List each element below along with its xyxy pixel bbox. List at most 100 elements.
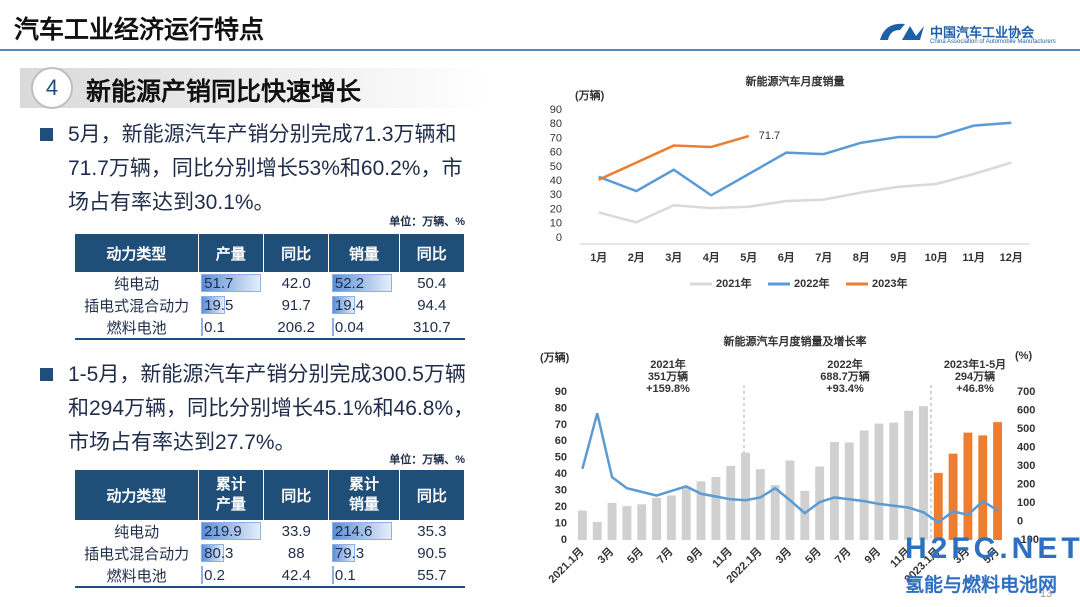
cell: 0.2 (198, 564, 264, 588)
y-unit: (万辆) (540, 350, 570, 364)
bar (859, 430, 869, 540)
header-text: 产量 (215, 245, 246, 263)
row: 纯电动 51.7 42.0 52.2 50.4 (75, 272, 465, 294)
table: 动力类型 累计产量 同比 累计销量 同比 纯电动 219.9 33.9 214.6 35.3 插电式… (75, 470, 466, 588)
header-cell: 同比 (263, 234, 330, 272)
cell-text: 42.0 (281, 274, 311, 292)
cell-text: 0.1 (204, 318, 225, 336)
cell-text: 214.6 (334, 522, 373, 540)
logo (880, 23, 924, 40)
header-text: 销量 (348, 245, 379, 263)
cell-text: 80.3 (204, 544, 234, 562)
cell: 90.5 (399, 542, 464, 564)
x-tick-label: 3月 (595, 545, 616, 566)
table: 动力类型 产量 同比 销量 同比 纯电动 51.7 42.0 52.2 50.4 插电式混合动力 19… (75, 234, 466, 340)
bar (592, 521, 602, 540)
cell-text: 310.7 (413, 318, 451, 336)
x-tick-label: 9月 (862, 545, 883, 566)
cell-text: 33.9 (281, 522, 311, 540)
cell-text: 52.2 (334, 274, 365, 292)
section-number: 4 (45, 75, 59, 100)
cell-text: 插电式混合动力 (84, 545, 190, 563)
row: 燃料电池 0.2 42.4 0.1 55.7 (75, 564, 465, 588)
data-bar (201, 544, 225, 562)
cell: 42.0 (263, 272, 328, 294)
chart-title: 新能源汽车月度销量 (746, 74, 845, 88)
x-tick-label: 2月 (628, 251, 645, 264)
cell-text: 19.5 (204, 296, 234, 314)
cell-text: 19.4 (334, 296, 365, 314)
data-bar (331, 318, 334, 336)
cell: 50.4 (399, 272, 464, 294)
table-unit: 单位：万辆、% (389, 454, 465, 466)
y-tick-label: 90 (550, 104, 562, 116)
x-tick-label: 3月 (773, 545, 794, 566)
y-tick-label: 70 (555, 419, 567, 431)
y2-tick-label: 200 (1017, 478, 1035, 490)
bullet: 1-5月，新能源汽车产销分别完成300.5万辆和294万辆，同比分别增长45.1… (40, 358, 480, 460)
cell: 插电式混合动力 (75, 542, 198, 564)
annotation: +46.8% (956, 383, 994, 395)
data-bar (201, 296, 226, 314)
x-tick-label: 8月 (853, 251, 870, 264)
cell: 52.2 (329, 272, 399, 294)
x-tick-label: 4月 (703, 251, 720, 264)
y2-tick-label: 400 (1017, 441, 1035, 453)
cell-text: 206.2 (277, 318, 315, 336)
data-bar (331, 566, 334, 584)
header-text: 同比 (416, 487, 447, 505)
bullet-text: 5月，新能源汽车产销分别完成71.3万辆和71.7万辆，同比分别增长53%和60… (68, 123, 463, 214)
data-bar (201, 522, 262, 540)
annotation: +93.4% (826, 383, 864, 395)
data-bar (331, 522, 392, 540)
x-tick-label: 5月 (740, 251, 757, 264)
y-tick-label: 0 (561, 534, 567, 546)
line (581, 412, 999, 524)
brand-cn: 氢能与燃料电池网 (905, 575, 1058, 596)
bullet: 5月，新能源汽车产销分别完成71.3万辆和71.7万辆，同比分别增长53%和60… (40, 118, 480, 220)
row: 插电式混合动力 19.5 91.7 19.4 94.4 (75, 294, 465, 316)
annotation: 688.7万辆 (820, 369, 870, 383)
y-tick-label: 60 (555, 435, 567, 447)
x-tick-label: 7月 (815, 251, 832, 264)
bar (889, 422, 899, 540)
bar (652, 497, 661, 540)
line (598, 161, 1012, 224)
x-tick-label: 11月 (962, 251, 985, 264)
y2-tick-label: 500 (1017, 423, 1035, 435)
bar (948, 453, 958, 540)
bar (993, 422, 1003, 540)
bar (711, 477, 721, 540)
cell-text: 燃料电池 (106, 567, 167, 585)
bar (755, 469, 765, 540)
y-tick-label: 90 (555, 386, 567, 398)
x-tick-label: 2021.1月 (546, 545, 587, 586)
header-text: 同比 (281, 487, 312, 505)
cell: 19.5 (198, 294, 263, 316)
table-unit: 单位：万辆、% (389, 216, 465, 228)
row: 插电式混合动力 80.3 88 79.3 90.5 (75, 542, 465, 564)
data-bar (201, 318, 204, 336)
y-tick-label: 0 (556, 232, 562, 244)
cell: 0.1 (328, 564, 400, 588)
y2-tick-label: 0 (1017, 515, 1023, 527)
y-tick-label: 30 (550, 189, 562, 201)
cell: 35.3 (399, 520, 464, 542)
header-text: 同比 (281, 245, 312, 263)
line (598, 121, 1012, 197)
bar (800, 490, 810, 540)
x-tick-label: 9月 (684, 545, 705, 566)
data-bar (201, 274, 262, 292)
cell-text: 55.7 (417, 566, 447, 584)
cell: 88 (264, 542, 329, 564)
bar (874, 423, 884, 540)
header-text: 累计产量 (215, 476, 246, 513)
bar (696, 481, 706, 540)
header-cell: 同比 (263, 470, 330, 520)
y2-tick-label: 600 (1017, 404, 1035, 416)
cell: 55.7 (399, 564, 465, 588)
y-tick-label: 30 (555, 485, 567, 497)
cell: 79.3 (329, 542, 399, 564)
line (598, 134, 750, 181)
